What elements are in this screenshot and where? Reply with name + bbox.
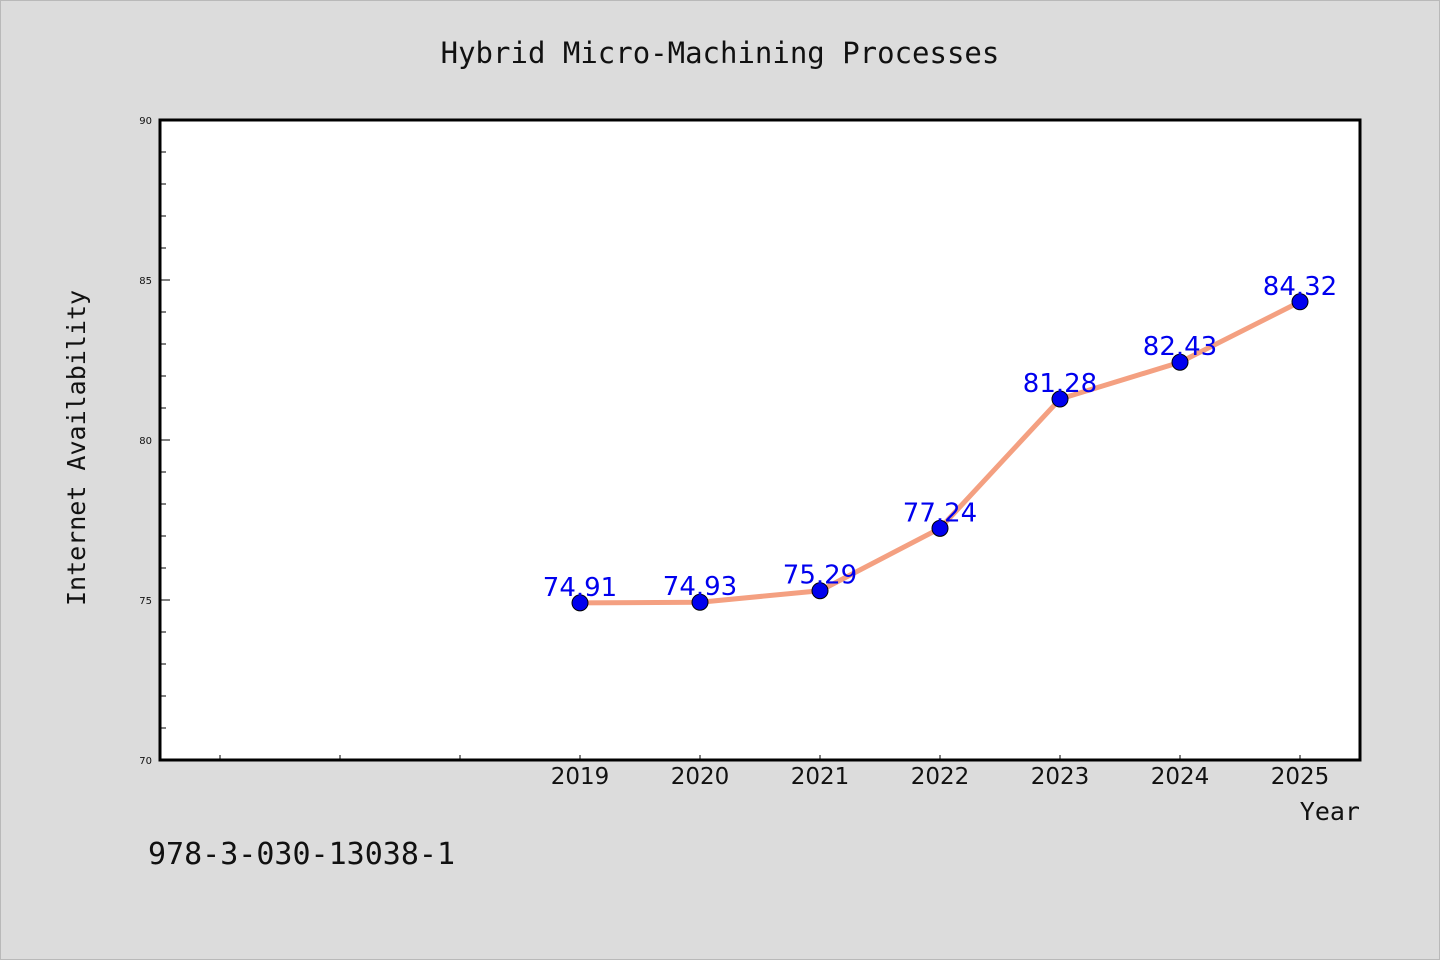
data-point [1051, 390, 1069, 408]
y-tick-label: 90 [139, 116, 152, 127]
data-point [571, 594, 589, 612]
data-point [811, 582, 829, 600]
y-tick-label: 85 [139, 276, 152, 287]
data-label: 84.32 [1263, 272, 1337, 302]
data-point [1171, 353, 1189, 371]
x-axis-label: Year [1300, 797, 1360, 826]
x-tick-label: 2025 [1271, 764, 1330, 790]
data-labels: 74.91 74.93 75.29 77.24 81.28 82.43 84.32 [543, 272, 1337, 603]
data-label: 74.93 [663, 572, 737, 602]
data-label: 82.43 [1143, 332, 1217, 362]
x-axis: 2019 2020 2021 2022 2023 2024 2025 [219, 755, 1330, 790]
data-point [1291, 293, 1309, 311]
data-label: 77.24 [903, 498, 977, 528]
isbn-footnote: 978-3-030-13038-1 [148, 837, 455, 872]
x-tick-label: 2021 [791, 764, 850, 790]
y-axis: 70 75 80 85 90 [139, 116, 170, 767]
data-point [931, 519, 949, 537]
data-label: 74.91 [543, 573, 617, 603]
data-label: 75.29 [783, 561, 857, 591]
y-tick-label: 70 [139, 756, 152, 767]
plot-area [158, 118, 1362, 762]
x-tick-label: 2023 [1031, 764, 1090, 790]
data-points [571, 293, 1309, 612]
data-point [691, 593, 709, 611]
y-tick-label: 75 [139, 596, 152, 607]
chart-title: Hybrid Micro-Machining Processes [441, 36, 1000, 70]
x-tick-label: 2019 [551, 764, 610, 790]
y-axis-label: Internet Availability [62, 290, 91, 606]
data-label: 81.28 [1023, 369, 1097, 399]
x-tick-label: 2024 [1151, 764, 1210, 790]
x-tick-label: 2022 [911, 764, 970, 790]
x-tick-label: 2020 [671, 764, 730, 790]
y-tick-label: 80 [139, 436, 152, 447]
